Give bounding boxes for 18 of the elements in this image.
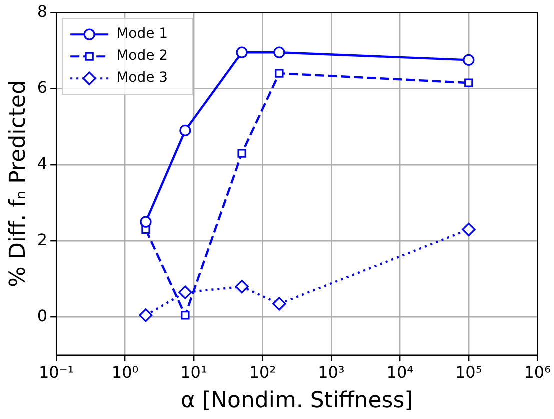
x-tick-label: 10³ (318, 363, 345, 382)
x-tick-label: 10⁰ (112, 363, 139, 382)
legend-label: Mode 3 (116, 70, 168, 86)
x-tick-label: 10⁶ (524, 363, 552, 382)
y-tick-label: 8 (37, 2, 48, 21)
x-tick-label: 10⁵ (456, 363, 482, 382)
y-axis-title: % Diff. fₙ Predicted (6, 80, 31, 288)
x-tick-label: 10² (249, 363, 276, 382)
x-tick-label: 10⁴ (386, 363, 414, 382)
y-tick-label: 4 (37, 154, 48, 174)
y-tick-label: 0 (37, 306, 48, 326)
x-tick-label: 10¹ (180, 363, 208, 382)
x-axis-title: α [Nondim. Stiffness] (180, 388, 414, 414)
y-tick-label: 6 (37, 78, 48, 97)
y-tick-label: 2 (37, 230, 48, 250)
legend-label: Mode 1 (116, 26, 168, 42)
x-tick-label: 10⁻¹ (38, 363, 74, 382)
legend-label: Mode 2 (116, 48, 168, 64)
